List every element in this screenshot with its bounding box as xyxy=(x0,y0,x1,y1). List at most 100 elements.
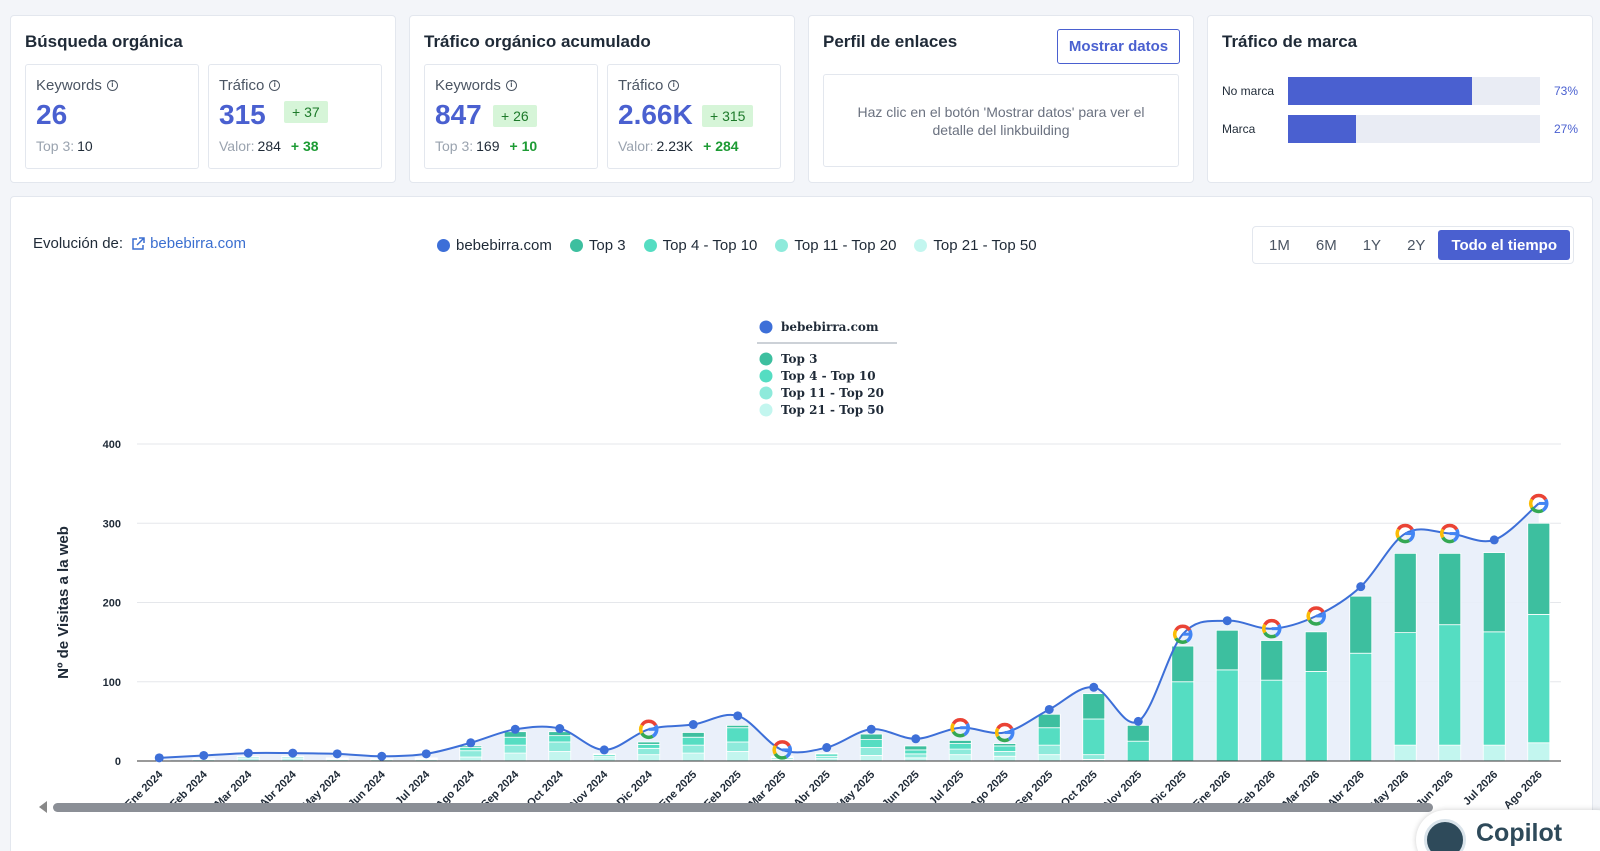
copilot-logo-icon xyxy=(1424,819,1466,851)
inner-legend-label: Top 21 - Top 50 xyxy=(781,403,884,417)
google-icon-arc xyxy=(1529,498,1534,509)
info-icon[interactable]: i xyxy=(106,80,118,91)
google-icon[interactable] xyxy=(1395,523,1415,544)
bar-segment xyxy=(1260,679,1284,762)
accumulated-traffic-card: Tráfico orgánico acumulado Keywords i 847… xyxy=(409,15,795,183)
bar-segment xyxy=(904,753,928,759)
inner-legend-dot-icon xyxy=(759,320,773,334)
google-icon-arc xyxy=(996,722,1014,730)
legend-item[interactable]: Top 3 xyxy=(569,237,626,254)
evolution-header: Evolución de: bebebirra.com xyxy=(33,235,246,252)
bar-segment xyxy=(503,752,527,762)
google-icon-arc xyxy=(1395,528,1400,539)
bar-segment xyxy=(904,749,928,755)
google-icon-arc xyxy=(1396,523,1414,531)
google-icon[interactable] xyxy=(639,719,659,740)
info-icon[interactable]: i xyxy=(668,80,680,91)
bar-segment xyxy=(1349,595,1373,654)
google-icon[interactable] xyxy=(995,722,1015,743)
bar-segment xyxy=(503,736,527,746)
range-todo-el-tiempo[interactable]: Todo el tiempo xyxy=(1438,230,1570,260)
google-icon-arc xyxy=(1440,528,1445,539)
brand-row-label: Marca xyxy=(1222,122,1256,136)
inner-legend-label: Top 4 - Top 10 xyxy=(781,369,876,383)
y-tick-label: 0 xyxy=(115,756,121,768)
x-tick-label: Jul 2026 xyxy=(1461,769,1500,808)
legend-item[interactable]: Top 11 - Top 20 xyxy=(775,237,896,254)
top3-line: Top 3: 10 xyxy=(36,138,93,154)
x-tick-label: Jul 2025 xyxy=(927,769,966,808)
bar-segment xyxy=(1527,613,1551,744)
data-point xyxy=(599,745,609,755)
bar-segment xyxy=(1438,552,1462,626)
traffic-metric: Tráfico i 315 + 37 Valor: 284 + 38 xyxy=(208,64,382,169)
bar-segment xyxy=(1482,744,1506,762)
google-icon[interactable] xyxy=(950,717,970,738)
bar-segment xyxy=(1037,727,1061,746)
google-icon[interactable] xyxy=(1173,624,1193,644)
brand-bar-fill xyxy=(1288,115,1357,143)
data-point xyxy=(466,738,476,748)
domain-link[interactable]: bebebirra.com xyxy=(131,235,246,252)
range-1m[interactable]: 1M xyxy=(1269,236,1290,254)
y-tick-label: 200 xyxy=(103,598,121,610)
range-1y[interactable]: 1Y xyxy=(1362,236,1382,254)
delta-badge: + 315 xyxy=(702,105,754,127)
google-icon-arc xyxy=(1263,631,1277,639)
y-tick-label: 400 xyxy=(103,439,121,451)
show-data-button[interactable]: Mostrar datos xyxy=(1057,29,1180,64)
x-tick-label: Dic 2024 xyxy=(615,768,656,809)
bar-segment xyxy=(948,748,972,756)
copilot-button[interactable]: Copilot xyxy=(1416,810,1600,851)
bar-segment xyxy=(503,744,527,754)
bar-segment xyxy=(993,745,1017,752)
bar-segment xyxy=(1037,754,1061,762)
info-icon[interactable]: i xyxy=(505,80,517,91)
google-icon[interactable] xyxy=(1529,493,1549,514)
keywords-metric: Keywords i 847 + 26 Top 3: 169 + 10 xyxy=(424,64,598,169)
legend-item[interactable]: bebebirra.com xyxy=(437,237,552,254)
bar-segment xyxy=(1126,724,1150,742)
bar-segment xyxy=(904,745,928,751)
legend-label: Top 4 - Top 10 xyxy=(662,237,758,254)
bar-segment xyxy=(459,750,483,758)
legend-item[interactable]: Top 21 - Top 50 xyxy=(914,237,1037,254)
evolution-label: Evolución de: xyxy=(33,235,124,252)
bar-segment xyxy=(681,752,705,762)
data-point xyxy=(822,743,832,753)
copilot-label: Copilot xyxy=(1476,818,1563,847)
data-point xyxy=(199,750,209,760)
series-line xyxy=(159,502,1540,759)
bar-segment xyxy=(1037,713,1061,729)
bar-segment xyxy=(637,743,661,749)
google-icon-arc xyxy=(951,717,969,725)
time-range-selector: 1M 6M 1Y 2Y Todo el tiempo xyxy=(1252,226,1574,264)
info-icon[interactable]: i xyxy=(269,80,281,91)
data-point xyxy=(510,724,520,734)
brand-row-pct: 27% xyxy=(1553,122,1579,136)
bar-segment xyxy=(948,739,972,744)
bar-segment xyxy=(681,744,705,754)
legend-dot-icon xyxy=(775,239,789,252)
google-icon[interactable] xyxy=(1262,618,1282,639)
data-point xyxy=(866,724,876,734)
data-point xyxy=(288,748,298,758)
google-icon[interactable] xyxy=(1306,606,1326,626)
brand-row: No marca 73% xyxy=(1222,77,1578,105)
bar-segment xyxy=(1438,744,1462,762)
range-2y[interactable]: 2Y xyxy=(1407,236,1426,254)
legend-item[interactable]: Top 4 - Top 10 xyxy=(643,237,758,254)
google-icon[interactable] xyxy=(772,740,792,760)
scroll-left-icon xyxy=(39,801,47,813)
google-icon[interactable] xyxy=(1440,523,1460,544)
bar-segment xyxy=(859,747,883,756)
y-tick-label: 300 xyxy=(103,518,121,530)
bar-segment xyxy=(726,751,750,762)
google-icon-arc xyxy=(1007,727,1015,741)
google-icon-arc xyxy=(772,745,777,755)
legend-label: Top 3 xyxy=(588,237,626,254)
bar-segment xyxy=(726,741,750,752)
google-icon-arc xyxy=(1306,611,1311,621)
range-6m[interactable]: 6M xyxy=(1315,236,1337,254)
brand-bar-track xyxy=(1288,77,1540,105)
